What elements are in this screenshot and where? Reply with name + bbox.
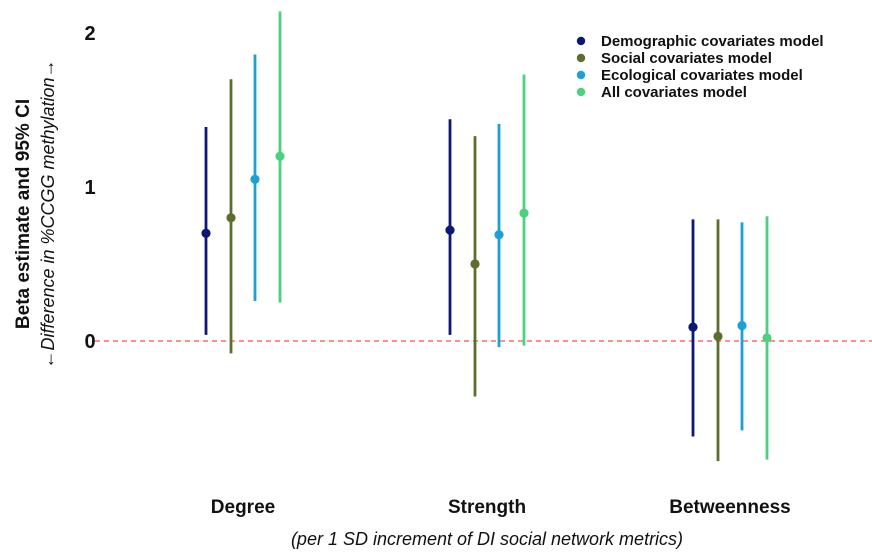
estimate-point <box>713 331 723 341</box>
y-axis-ticks: 0 1 2 <box>84 23 95 353</box>
estimate-point <box>250 174 260 184</box>
estimate-point <box>275 151 285 161</box>
legend-label: All covariates model <box>601 84 747 101</box>
estimate-point <box>445 225 455 235</box>
legend-label: Social covariates model <box>601 50 772 67</box>
estimate-point <box>494 230 504 240</box>
legend-marker <box>576 70 586 80</box>
y-axis-label: Beta estimate and 95% CI <box>13 99 34 329</box>
x-category-label: Degree <box>211 497 275 518</box>
estimate-point <box>762 333 772 343</box>
y-tick-label: 1 <box>84 177 95 199</box>
estimate-point <box>688 322 698 332</box>
x-axis-categories: Degree Strength Betweenness <box>211 497 791 518</box>
y-axis-sublabel: ←Difference in %CCGG methylation→ <box>38 59 58 368</box>
legend-label: Ecological covariates model <box>601 67 803 84</box>
legend-label: Demographic covariates model <box>601 33 824 50</box>
legend-marker <box>576 36 586 46</box>
x-category-label: Betweenness <box>669 497 790 518</box>
x-category-label: Strength <box>448 497 526 518</box>
legend-marker <box>576 53 586 63</box>
x-axis-label: (per 1 SD increment of DI social network… <box>291 529 683 549</box>
estimate-point <box>470 259 480 269</box>
estimate-point <box>201 228 211 238</box>
y-tick-label: 0 <box>84 331 95 353</box>
plot-marks <box>201 11 772 462</box>
estimate-point <box>226 213 236 223</box>
estimate-point <box>519 208 529 218</box>
estimate-point <box>737 321 747 331</box>
legend-marker <box>576 87 586 97</box>
y-tick-label: 2 <box>84 23 95 45</box>
